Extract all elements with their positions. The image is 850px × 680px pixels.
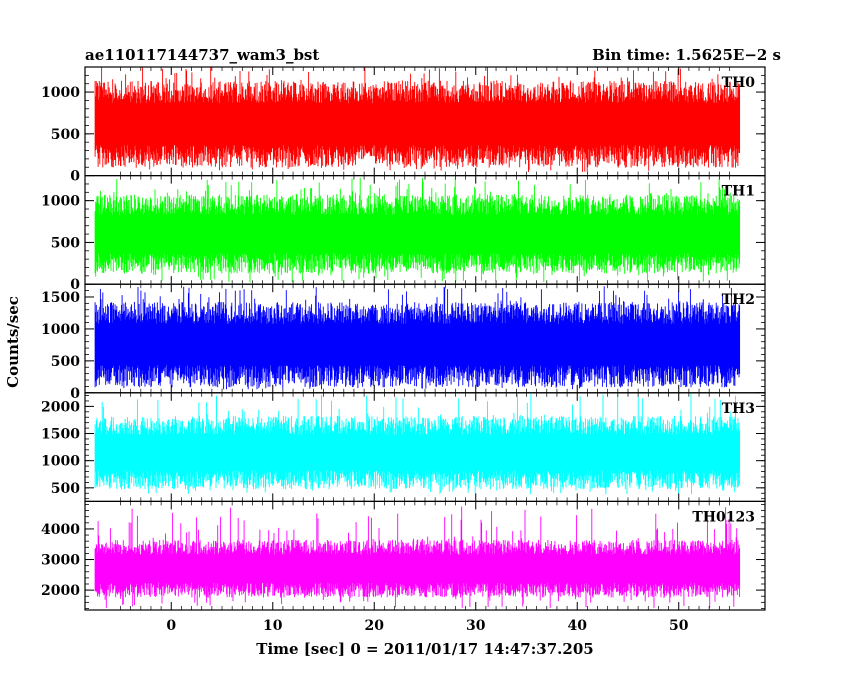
panel-label: TH1 [722,184,755,200]
y-tick-label: 3000 [41,553,80,569]
y-tick-label: 2000 [41,399,80,415]
x-tick-label: 10 [263,618,283,634]
y-tick-label: 1500 [41,427,80,443]
bin-time-label: Bin time: 1.5625E−2 s [592,46,781,64]
y-tick-label: 4000 [41,522,80,538]
y-tick-label: 2000 [41,583,80,599]
series-th3 [94,393,741,495]
observation-id: ae110117144737_wam3_bst [85,46,319,64]
panel-label: TH0 [722,75,756,91]
series-th1 [94,177,741,283]
x-tick-label: 30 [466,618,486,634]
y-tick-label: 500 [51,481,80,497]
y-tick-label: 500 [51,235,80,251]
series-th0 [94,67,741,172]
y-tick-label: 500 [51,354,80,370]
y-tick-label: 0 [70,277,80,293]
y-tick-label: 1000 [41,194,80,210]
panel-th3: 500 1000 1500 2000 TH3 [41,392,766,502]
panel-th2: 0 500 1000 1500 TH2 [41,283,766,402]
y-tick-label: 0 [70,386,80,402]
y-tick-label: 1000 [41,85,80,101]
y-tick-label: 500 [51,127,80,143]
x-tick-label: 20 [365,618,385,634]
panel-label: TH2 [722,292,755,308]
y-axis-label: Counts/sec [4,296,22,388]
panel-th0: 0 500 1000 TH0 [41,66,766,185]
x-tick-label: 50 [669,618,689,634]
y-tick-label: 0 [70,169,80,185]
panel-th0123: 2000 3000 4000 TH0123 [41,500,766,611]
x-axis-label: Time [sec] 0 = 2011/01/17 14:47:37.205 [256,640,593,658]
x-tick-label: 40 [567,618,587,634]
series-th0123 [94,506,741,608]
panel-th1: 0 500 1000 TH1 [41,175,766,293]
y-tick-label: 1000 [41,454,80,470]
series-th2 [94,286,741,390]
y-tick-label: 1000 [41,322,80,338]
panel-label: TH0123 [692,509,755,525]
x-tick-label: 0 [166,618,176,634]
y-tick-label: 1500 [41,290,80,306]
panel-label: TH3 [722,401,755,417]
